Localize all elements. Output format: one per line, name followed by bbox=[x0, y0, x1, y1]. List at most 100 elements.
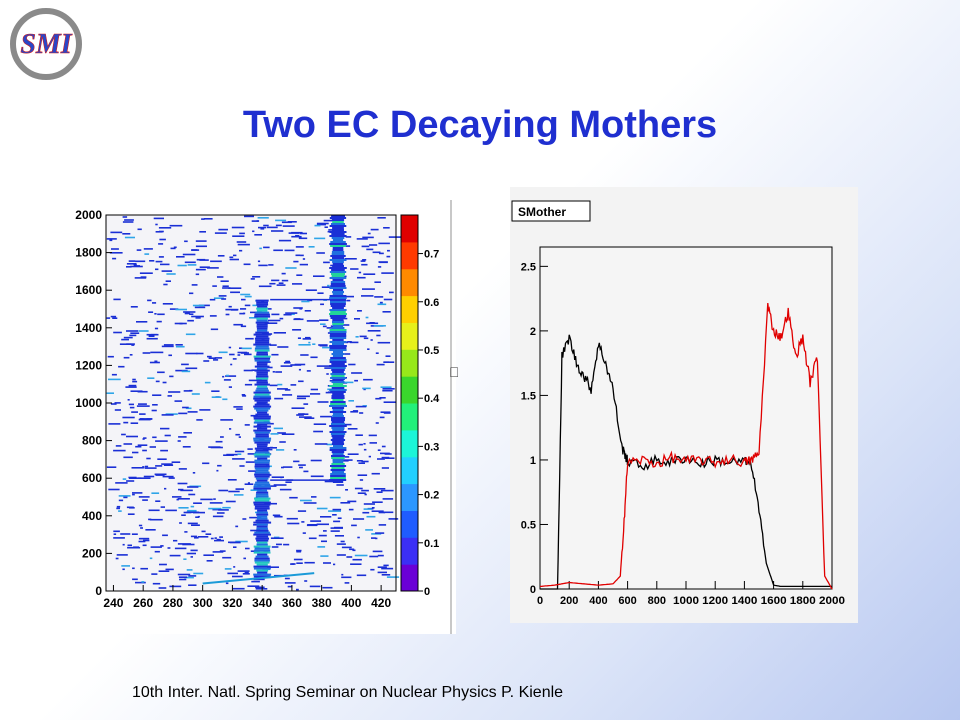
background-hit bbox=[135, 581, 146, 584]
trace-segment bbox=[255, 409, 269, 412]
background-hit bbox=[112, 257, 117, 260]
background-hit bbox=[179, 578, 187, 581]
background-hit bbox=[263, 246, 270, 249]
background-hit bbox=[269, 384, 278, 387]
trace-segment bbox=[331, 363, 345, 365]
background-hit bbox=[382, 498, 394, 500]
background-hit bbox=[145, 529, 156, 531]
background-hit bbox=[138, 477, 151, 479]
background-hit bbox=[228, 346, 232, 349]
background-hit bbox=[282, 225, 295, 227]
trace-segment bbox=[332, 379, 344, 381]
background-hit bbox=[281, 279, 289, 282]
trace-segment bbox=[331, 381, 345, 383]
background-hit bbox=[164, 487, 167, 490]
background-hit bbox=[293, 307, 303, 309]
background-hit bbox=[323, 219, 335, 222]
background-hit bbox=[144, 253, 150, 255]
background-hit bbox=[127, 513, 135, 515]
trace-segment bbox=[332, 247, 344, 249]
background-hit bbox=[250, 489, 262, 491]
background-hit bbox=[136, 405, 150, 407]
trace-segment bbox=[253, 429, 271, 432]
trace-segment bbox=[253, 333, 271, 336]
background-hit bbox=[132, 567, 135, 570]
trace-segment bbox=[330, 299, 346, 301]
background-hit bbox=[378, 261, 388, 263]
trace-segment bbox=[330, 401, 346, 403]
background-hit bbox=[381, 272, 394, 274]
chart-title: SMother bbox=[518, 205, 566, 219]
background-hit bbox=[279, 488, 292, 491]
trace-segment bbox=[253, 485, 271, 488]
background-hit bbox=[323, 530, 327, 532]
background-hit bbox=[387, 249, 390, 252]
background-hit bbox=[271, 279, 280, 282]
background-hit bbox=[296, 397, 306, 400]
background-hit bbox=[379, 252, 384, 255]
background-hit bbox=[370, 568, 375, 571]
background-hit bbox=[251, 580, 260, 583]
background-hit bbox=[244, 571, 249, 574]
background-hit bbox=[310, 356, 318, 359]
x-tick-label: 380 bbox=[312, 596, 332, 610]
background-hit bbox=[308, 537, 317, 540]
background-hit bbox=[281, 433, 295, 435]
trace-segment bbox=[329, 479, 347, 481]
background-hit bbox=[162, 475, 174, 478]
trace-segment bbox=[256, 379, 268, 382]
trace-segment bbox=[256, 381, 268, 384]
background-hit bbox=[366, 248, 374, 251]
background-hit bbox=[149, 446, 156, 448]
trace-segment bbox=[330, 241, 346, 243]
background-hit bbox=[336, 543, 346, 545]
background-hit bbox=[245, 547, 250, 550]
background-hit bbox=[384, 453, 392, 455]
background-hit bbox=[220, 280, 229, 282]
background-hit bbox=[200, 498, 213, 501]
background-hit bbox=[243, 369, 253, 372]
trace-segment bbox=[332, 265, 344, 267]
background-hit bbox=[193, 572, 204, 575]
trace-segment bbox=[332, 319, 344, 321]
trace-segment bbox=[329, 359, 347, 361]
background-hit bbox=[249, 317, 258, 319]
background-hit bbox=[138, 496, 150, 498]
trace-segment bbox=[254, 549, 271, 552]
background-hit bbox=[371, 537, 376, 539]
background-hit bbox=[371, 510, 384, 512]
background-hit bbox=[314, 224, 321, 227]
background-hit bbox=[154, 550, 160, 553]
trace-segment bbox=[257, 571, 268, 574]
background-hit bbox=[282, 466, 293, 468]
background-hit bbox=[181, 514, 186, 516]
background-hit bbox=[151, 492, 160, 494]
background-hit bbox=[298, 344, 311, 346]
background-hit bbox=[277, 383, 283, 386]
trace-segment bbox=[329, 431, 347, 433]
background-hit bbox=[235, 540, 248, 543]
background-hit bbox=[203, 218, 213, 220]
background-hit bbox=[258, 226, 267, 229]
trace-segment bbox=[253, 575, 271, 578]
trace-segment bbox=[331, 375, 345, 377]
background-hit bbox=[294, 318, 301, 320]
background-hit bbox=[229, 353, 235, 356]
background-hit bbox=[275, 224, 282, 227]
background-hit bbox=[362, 259, 367, 261]
background-hit bbox=[368, 434, 377, 437]
trace-segment bbox=[254, 369, 270, 372]
background-hit bbox=[214, 357, 223, 359]
trace-segment bbox=[329, 313, 347, 315]
trace-segment bbox=[253, 397, 272, 400]
background-hit bbox=[179, 522, 182, 524]
background-hit bbox=[159, 238, 166, 241]
background-hit bbox=[346, 556, 353, 558]
background-hit bbox=[137, 228, 142, 231]
trace-segment bbox=[256, 325, 268, 328]
background-hit bbox=[135, 445, 142, 448]
background-hit bbox=[129, 354, 133, 356]
background-hit bbox=[309, 585, 321, 588]
trace-segment bbox=[331, 327, 345, 329]
background-hit bbox=[342, 275, 347, 278]
